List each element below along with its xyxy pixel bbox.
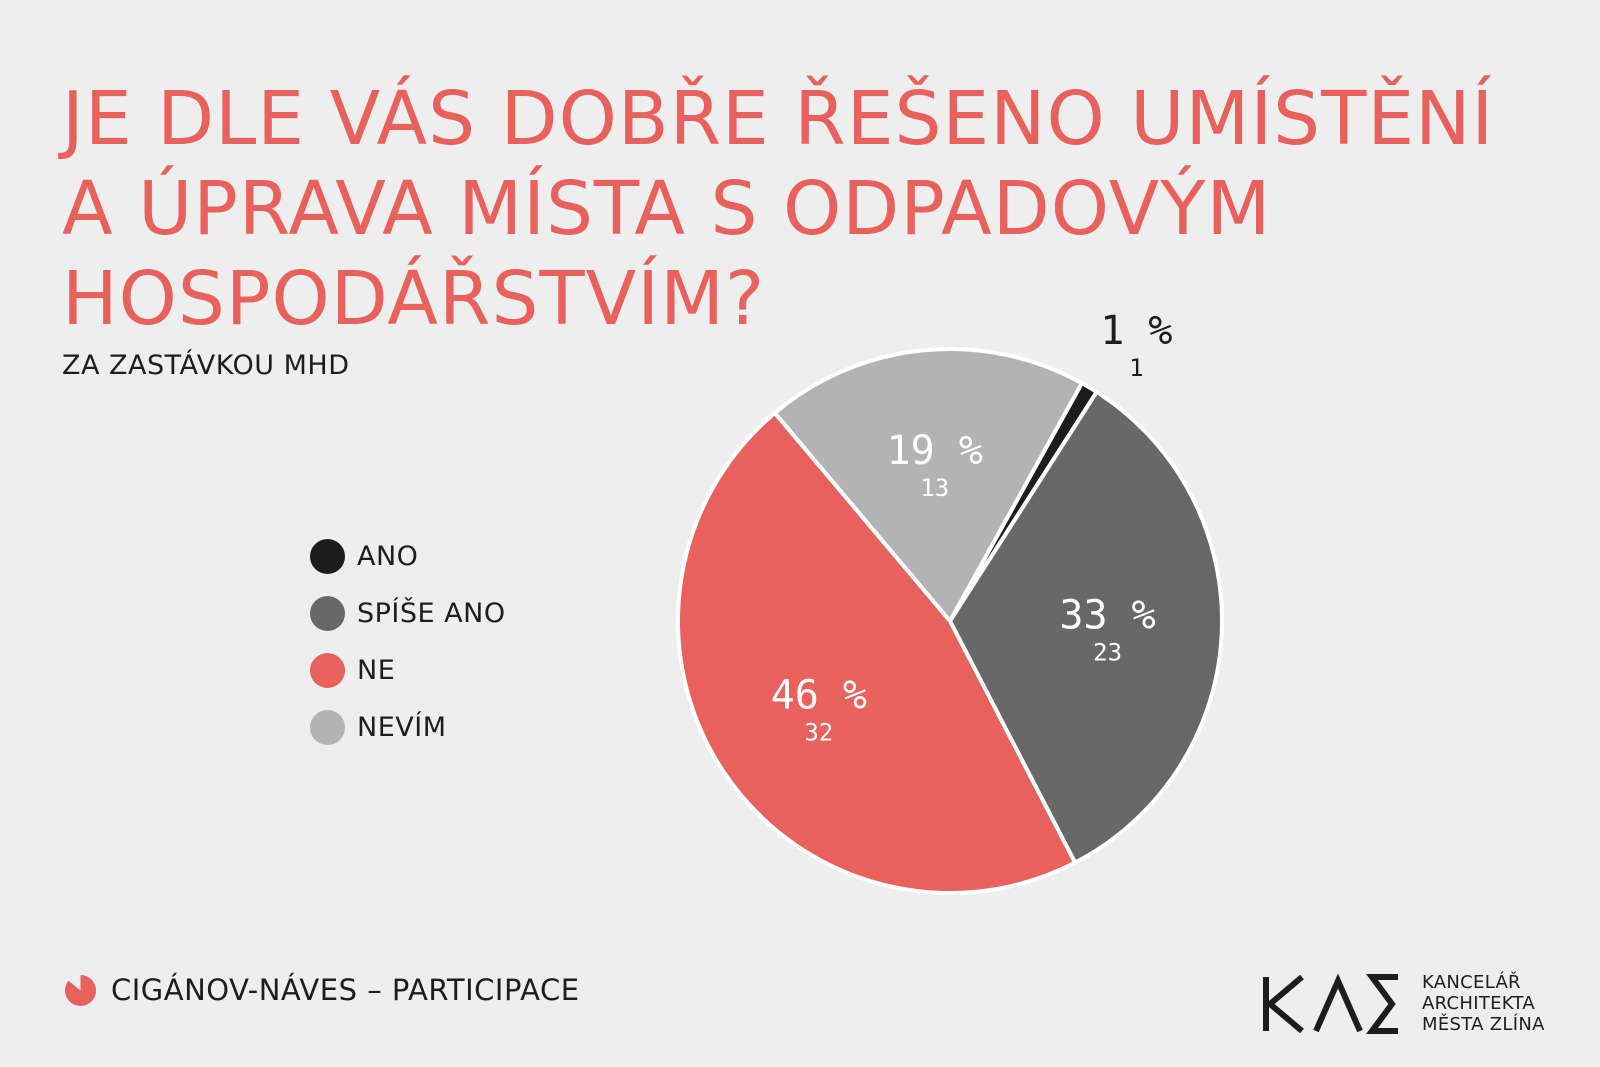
legend-label-ne: NE (357, 655, 396, 686)
logo: KANCELÁŘ ARCHITEKTA MĚSTA ZLÍNA (1260, 972, 1545, 1035)
slice-count-label-spise-ano: 23 (1093, 638, 1122, 666)
slice-count-label-nevim: 13 (920, 474, 949, 502)
pie-slice-nevim (772, 347, 1084, 623)
legend-item-spise-ano: SPÍŠE ANO (310, 585, 506, 642)
title-line-1: JE DLE VÁS DOBŘE ŘEŠENO UMÍSTĚNÍ (62, 76, 1495, 162)
legend-swatch-ano (310, 539, 345, 574)
legend-item-ne: NE (310, 642, 506, 699)
logo-text: KANCELÁŘ ARCHITEKTA MĚSTA ZLÍNA (1422, 972, 1545, 1035)
slice-percent-label-ano: 1 % (1100, 308, 1172, 354)
footer: CIGÁNOV-NÁVES – PARTICIPACE (64, 973, 580, 1007)
footer-text: CIGÁNOV-NÁVES – PARTICIPACE (111, 973, 580, 1007)
legend-swatch-ne (310, 653, 345, 688)
legend-item-nevim: NEVÍM (310, 699, 506, 756)
legend-swatch-nevim (310, 710, 345, 745)
legend-swatch-spise-ano (310, 596, 345, 631)
slice-percent-label-ne: 46 % (771, 673, 867, 719)
logo-line-2: ARCHITEKTA (1422, 993, 1536, 1014)
legend-item-ano: ANO (310, 528, 506, 585)
logo-line-1: KANCELÁŘ (1422, 972, 1521, 993)
title-line-2: A ÚPRAVA MÍSTA S ODPADOVÝM (62, 166, 1272, 252)
chart-title: JE DLE VÁS DOBŘE ŘEŠENO UMÍSTĚNÍ A ÚPRAV… (62, 74, 1542, 344)
legend: ANO SPÍŠE ANO NE NEVÍM (310, 528, 506, 756)
kam-logo-mark (1263, 973, 1398, 1034)
slice-percent-label-spise-ano: 33 % (1059, 592, 1155, 638)
legend-label-nevim: NEVÍM (357, 712, 447, 743)
pie-slice-spise-ano (948, 389, 1224, 865)
title-line-3: HOSPODÁŘSTVÍM? (62, 256, 766, 342)
legend-label-spise-ano: SPÍŠE ANO (357, 598, 506, 629)
slice-count-label-ne: 32 (804, 719, 833, 747)
legend-label-ano: ANO (357, 541, 419, 572)
logo-line-3: MĚSTA ZLÍNA (1422, 1014, 1545, 1035)
slice-count-label-ano: 1 (1129, 354, 1143, 382)
pie-chart-icon (64, 974, 97, 1006)
pie-slice-ne (676, 410, 1078, 895)
chart-subtitle: ZA ZASTÁVKOU MHD (62, 350, 350, 381)
slice-percent-label-nevim: 19 % (887, 428, 983, 474)
